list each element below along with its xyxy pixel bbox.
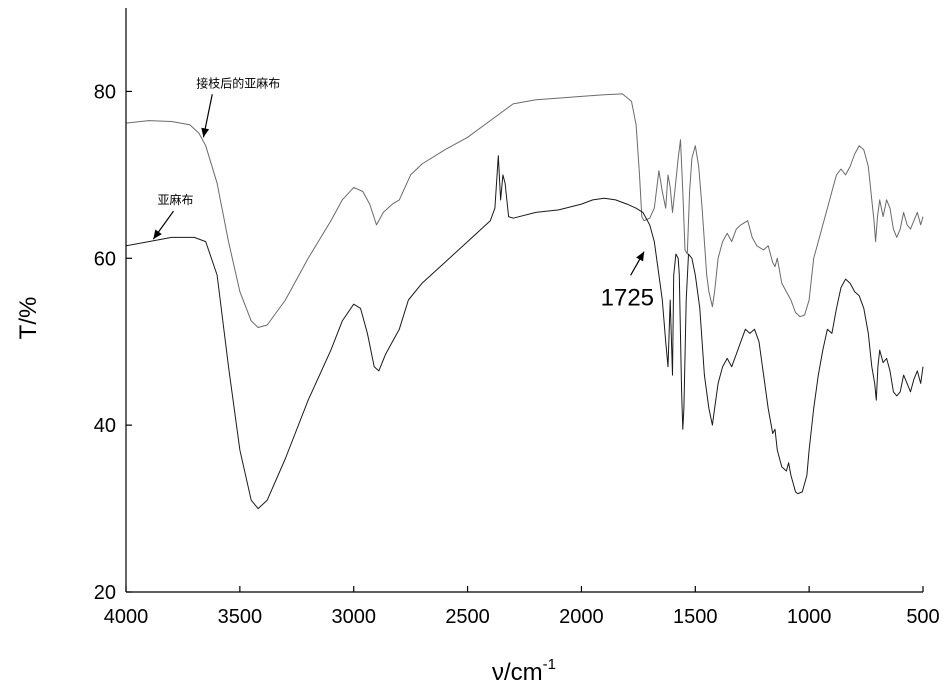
x-tick-label: 1500 [673, 606, 718, 628]
annotation-label-2: 亚麻布 [158, 192, 194, 207]
x-tick-label: 3000 [331, 606, 376, 628]
x-axis-title-superscript: -1 [543, 656, 556, 673]
y-tick-label: 20 [94, 582, 116, 604]
x-axis-title-main: ν/cm [492, 659, 543, 686]
y-tick-label: 80 [94, 81, 116, 103]
y-tick-label: 40 [94, 415, 116, 437]
annotation-arrowhead-1 [201, 128, 209, 138]
x-tick-label: 500 [906, 606, 939, 628]
x-tick-label: 1000 [787, 606, 832, 628]
annotations-layer: 接枝后的亚麻布亚麻布 1725 [153, 75, 654, 311]
y-tick-label: 60 [94, 248, 116, 270]
x-axis-title: ν/cm-1 [492, 656, 556, 686]
series-line-1 [126, 94, 923, 328]
annotation-arrowhead-2 [153, 230, 162, 240]
x-tick-label: 3500 [218, 606, 263, 628]
annotation-label-3: 1725 [601, 284, 654, 311]
series-line-2 [126, 156, 923, 509]
annotation-arrowhead-3 [636, 252, 644, 262]
x-tick-label: 2000 [559, 606, 604, 628]
series-layer [126, 94, 923, 509]
x-tick-label: 4000 [104, 606, 149, 628]
y-axis-title: T/% [15, 297, 42, 340]
annotation-label-1: 接枝后的亚麻布 [196, 75, 280, 90]
x-tick-label: 2500 [445, 606, 490, 628]
